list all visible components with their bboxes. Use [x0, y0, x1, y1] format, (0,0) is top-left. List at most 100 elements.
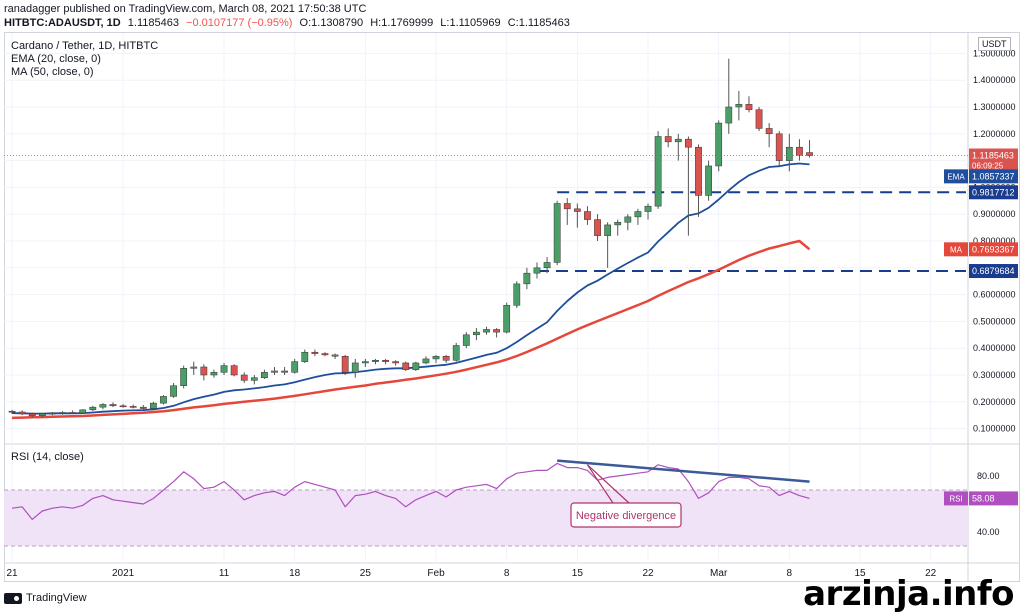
- candle: [89, 405, 97, 412]
- candle: [59, 411, 66, 415]
- candle: [624, 214, 632, 231]
- ohlc-line: HITBTC:ADAUSDT, 1D 1.1185463 −0.0107177 …: [4, 16, 1004, 30]
- candle: [301, 349, 309, 363]
- candle: [644, 203, 652, 220]
- support-tag-value: 0.6879684: [972, 266, 1015, 276]
- tradingview-logo[interactable]: TradingView: [4, 592, 87, 604]
- candle-body: [715, 122, 723, 167]
- candle-body: [604, 224, 612, 236]
- candle-body: [473, 331, 480, 336]
- ema-tag: EMA 1.0857337: [944, 169, 1018, 184]
- candle: [806, 139, 813, 158]
- candle: [250, 375, 258, 385]
- candle: [523, 267, 531, 290]
- candle: [109, 402, 117, 408]
- candle: [553, 200, 561, 266]
- candle-body: [109, 404, 117, 407]
- resistance-tag: 0.9817712: [969, 185, 1018, 200]
- candle: [331, 353, 339, 359]
- candle-body: [755, 109, 763, 129]
- time-tick-label: 22: [925, 568, 937, 579]
- candle-body: [49, 412, 56, 415]
- candle: [281, 366, 288, 375]
- candle-body: [69, 412, 76, 414]
- rsi-tag: RSI 58.08: [944, 491, 1018, 506]
- candle-body: [361, 361, 369, 364]
- ma-legend: MA (50, close, 0): [11, 66, 94, 78]
- candle: [28, 412, 36, 418]
- candle-body: [543, 262, 551, 269]
- candle: [695, 144, 702, 217]
- candle: [483, 326, 490, 335]
- rsi-tick-label: 40.00: [977, 527, 1000, 537]
- ma-tag: MA 0.7693367: [944, 242, 1018, 257]
- high-value: H:1.1769999: [370, 17, 434, 29]
- candle: [745, 96, 753, 113]
- last-price-tag-value-box: [969, 148, 1018, 173]
- candle: [129, 404, 137, 409]
- ema-tag-badge-text: EMA: [947, 172, 965, 181]
- currency-badge[interactable]: USDT: [978, 37, 1011, 51]
- candle-body: [432, 355, 440, 360]
- candle: [139, 405, 147, 410]
- candle-body: [200, 366, 208, 376]
- candle: [573, 203, 581, 228]
- candle-body: [291, 361, 299, 373]
- candle-body: [796, 146, 803, 156]
- tradingview-icon: [4, 592, 22, 604]
- ema-tag-value-box: [969, 169, 1018, 184]
- candle-body: [584, 211, 591, 220]
- candle-body: [563, 203, 571, 210]
- candle: [341, 354, 349, 375]
- candle-body: [664, 136, 672, 143]
- candle-body: [594, 219, 601, 236]
- candle: [654, 131, 662, 209]
- ma-tag-value-box: [969, 242, 1018, 257]
- candle-body: [533, 267, 541, 274]
- candle: [452, 342, 460, 362]
- candle-body: [160, 396, 167, 404]
- candle-body: [644, 205, 652, 212]
- divergence-callout: [570, 502, 682, 528]
- candle: [432, 354, 440, 363]
- candle-body: [8, 410, 16, 413]
- time-tick-label: 15: [572, 568, 584, 579]
- ma-tag-badge: [944, 242, 968, 257]
- price-tick-label: 0.4000000: [973, 343, 1016, 353]
- ema20-line: [11, 162, 810, 415]
- price-tick-label: 1.5000000: [973, 48, 1016, 58]
- candle: [715, 120, 723, 172]
- candle-body: [392, 361, 400, 364]
- last-price-tag-countdown: 06:09:25: [972, 162, 1004, 171]
- annotation-arrow: [586, 464, 614, 504]
- candle-body: [341, 355, 349, 373]
- candle: [796, 139, 803, 161]
- divergence-label: Negative divergence: [576, 510, 676, 522]
- candle: [563, 198, 571, 225]
- candle: [604, 222, 612, 268]
- ma-tag-badge-text: MA: [950, 245, 963, 254]
- candle-body: [79, 409, 87, 414]
- candle-body: [412, 362, 420, 370]
- candle: [38, 413, 46, 418]
- candle: [584, 206, 591, 225]
- candle-body: [573, 208, 581, 212]
- price-tick-label: 0.3000000: [973, 370, 1016, 380]
- candle: [755, 107, 763, 132]
- price-tick-label: 0.6000000: [973, 290, 1016, 300]
- candle: [634, 208, 642, 225]
- close-value: C:1.1185463: [507, 17, 570, 29]
- candle: [149, 401, 157, 410]
- price-tick-label: 0.8000000: [973, 236, 1016, 246]
- candle: [361, 358, 369, 367]
- time-tick-label: 8: [504, 568, 510, 579]
- candle: [614, 219, 622, 236]
- candle: [372, 358, 379, 365]
- candle-body: [210, 372, 218, 376]
- ema-legend: EMA (20, close, 0): [11, 53, 101, 65]
- candle: [69, 410, 76, 414]
- candle-body: [614, 221, 622, 226]
- chart-title: Cardano / Tether, 1D, HITBTC: [11, 40, 159, 52]
